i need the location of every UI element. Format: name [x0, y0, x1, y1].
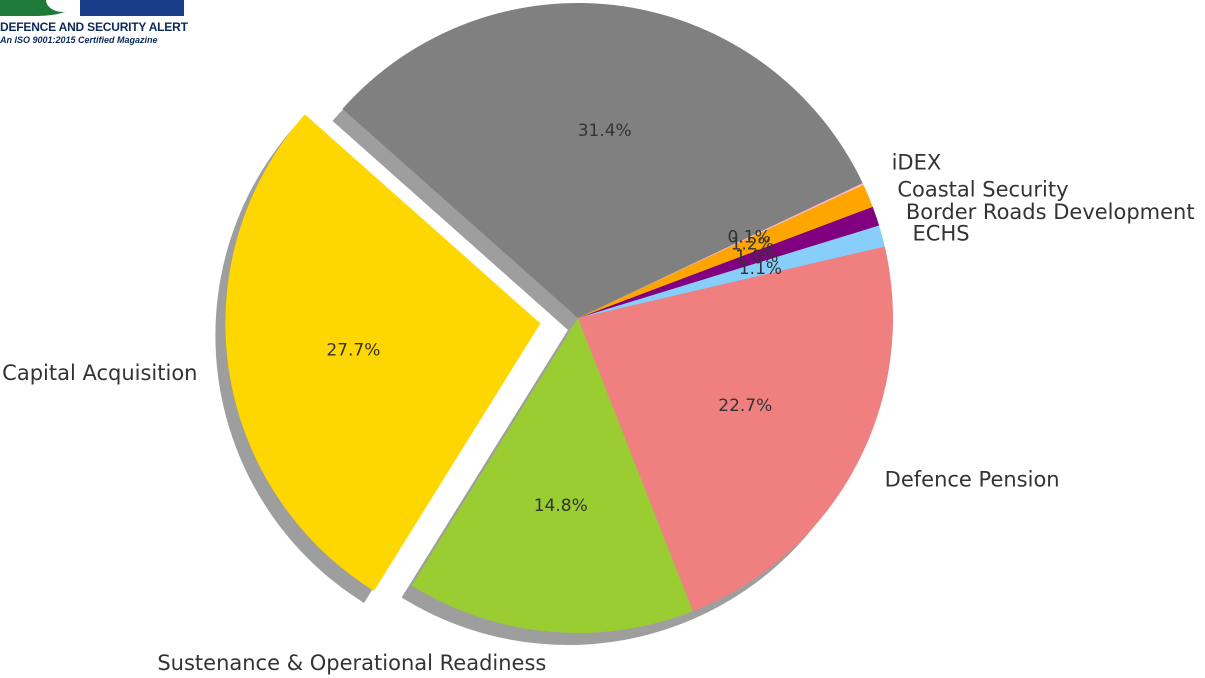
pie-slice-layer — [225, 3, 893, 633]
category-label-echs: ECHS — [913, 222, 970, 246]
pie-slice-border-roads-development — [578, 206, 880, 318]
pct-label-coastal-security: 1.2% — [731, 235, 774, 255]
pie-slice-echs — [578, 225, 885, 318]
pct-label-capital-acquisition: 27.7% — [326, 341, 380, 361]
category-label-defence-pension: Defence Pension — [885, 467, 1060, 491]
pct-label-defence-pension: 22.7% — [718, 396, 772, 416]
pie-slice-idex — [578, 183, 864, 318]
logo-mark-blue — [80, 0, 184, 16]
pct-label-echs: 1.1% — [739, 259, 782, 279]
magazine-logo: DEFENCE AND SECURITY ALERT An ISO 9001:2… — [0, 0, 200, 52]
pct-label-border-roads-development: 1.0% — [735, 247, 778, 267]
logo-title: DEFENCE AND SECURITY ALERT — [0, 20, 188, 34]
category-label-idex: iDEX — [892, 151, 942, 175]
logo-mark-gap — [46, 0, 80, 12]
pie-slice-coastal-security — [578, 184, 873, 318]
pie-slice-unlabelled-1 — [342, 3, 863, 319]
pct-label-idex: 0.1% — [727, 228, 770, 248]
category-label-border-roads-development: Border Roads Development — [906, 200, 1195, 224]
category-label-coastal-security: Coastal Security — [897, 178, 1068, 202]
pct-label-sustenance-operational-readiness: 14.8% — [534, 496, 588, 516]
category-label-sustenance-operational-readiness: Sustenance & Operational Readiness — [157, 651, 546, 675]
category-label-capital-acquisition: Capital Acquisition — [2, 361, 197, 385]
pie-slice-sustenance-operational-readiness — [411, 318, 693, 633]
pie-slice-capital-acquisition — [225, 114, 541, 591]
pct-label-unlabelled-1: 31.4% — [578, 121, 632, 141]
pie-slice-defence-pension — [578, 246, 893, 612]
pie-label-layer: 0.1% iDEX 31.4% 27.7% Capital Acquisition 14.… — [2, 121, 1194, 675]
logo-subtitle: An ISO 9001:2015 Certified Magazine — [0, 35, 158, 45]
